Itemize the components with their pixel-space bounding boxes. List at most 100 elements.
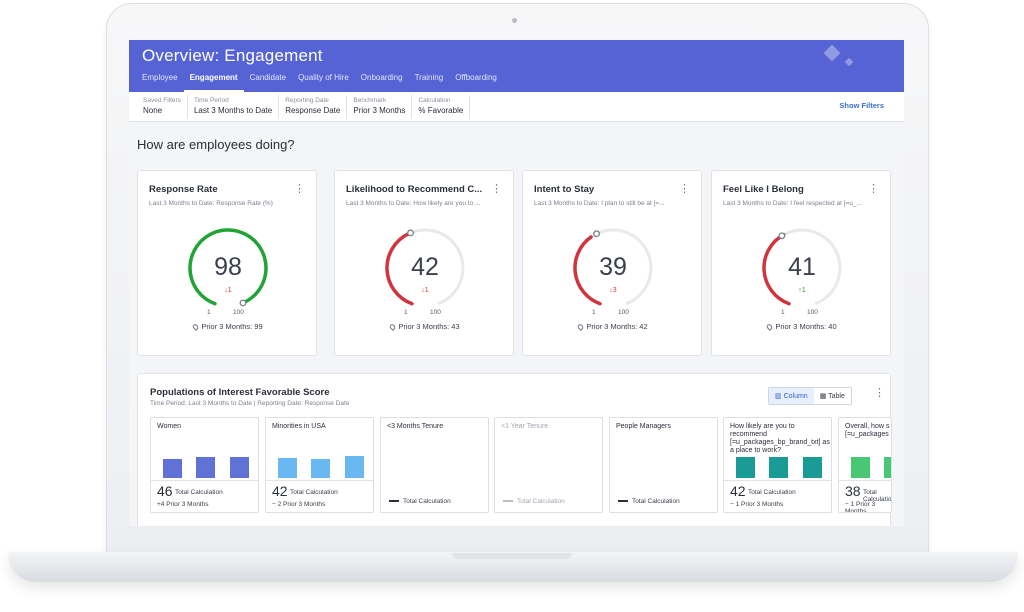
more-options-icon[interactable]: ⋮ [294, 183, 305, 195]
prior-period: Prior 3 Months: 42 [523, 322, 703, 331]
population-bars [610, 452, 717, 478]
kpi-subtitle: Last 3 Months to Date: Response Rate (%) [149, 200, 273, 207]
kpi-card: Intent to Stay ⋮ Last 3 Months to Date: I … [522, 170, 702, 356]
population-name: <1 Year Tenure [501, 423, 549, 430]
population-card[interactable]: <1 Year Tenure Total Calculation [494, 417, 603, 513]
population-card[interactable]: Women 46 Total Calculation +4 Prior 3 Month… [150, 417, 259, 513]
divider [266, 480, 373, 481]
column-view-button[interactable]: ▥ Column [769, 388, 814, 404]
population-card[interactable]: People Managers Total Calculation [609, 417, 718, 513]
location-pin-icon [765, 323, 774, 331]
bar [803, 457, 822, 478]
population-delta: − 1 Prior 3 Months [845, 501, 876, 513]
tab-training[interactable]: Training [414, 73, 444, 82]
camera-dot [512, 18, 517, 23]
decorative-diamond [844, 57, 854, 67]
kpi-card: Likelihood to Recommend C... ⋮ Last 3 Mont… [334, 170, 514, 356]
more-options-icon[interactable]: ⋮ [868, 183, 879, 195]
population-bars [495, 452, 602, 478]
tab-engagement[interactable]: Engagement [183, 72, 244, 92]
filter-label: Calculation [418, 97, 451, 104]
bar [851, 457, 870, 478]
kpi-subtitle: Last 3 Months to Date: I feel respected … [723, 200, 862, 207]
population-bars [151, 452, 258, 478]
population-name: Overall, how s with your expe [=u_packag… [845, 423, 891, 438]
more-options-icon[interactable]: ⋮ [679, 183, 690, 195]
table-icon: ▦ [819, 393, 829, 400]
population-card[interactable]: Overall, how s with your expe [=u_packag… [838, 417, 892, 513]
bar [736, 457, 755, 478]
population-name: <3 Months Tenure [387, 423, 444, 430]
gauge-chart [762, 228, 842, 306]
kpi-delta: ↓3 [609, 287, 617, 294]
more-options-icon[interactable]: ⋮ [491, 183, 502, 195]
population-name: Minorities in USA [272, 423, 326, 430]
no-data-dash [618, 500, 628, 502]
filter-calculation[interactable]: Calculation % Favorable [412, 95, 471, 119]
populations-panel: Populations of Interest Favorable Score … [137, 373, 892, 526]
population-value: 42 [272, 483, 288, 499]
benchmark-marker [239, 299, 247, 307]
app-screen: Overview: Engagement Employee Engagement C… [129, 40, 904, 526]
gauge-fill [385, 231, 414, 306]
gauge-chart [188, 228, 268, 307]
no-data-dash [503, 500, 513, 502]
kpi-value: 98 [214, 253, 242, 281]
show-filters-button[interactable]: Show Filters [839, 101, 884, 110]
population-delta: +4 Prior 3 Months [157, 501, 209, 508]
population-card[interactable]: Minorities in USA 42 Total Calculation − 2 … [265, 417, 374, 513]
population-value: 46 [157, 483, 173, 499]
population-value: 42 [730, 483, 746, 499]
filter-value: Prior 3 Months [353, 106, 406, 115]
calculation-label: Total Calculation [290, 489, 338, 496]
population-card[interactable]: How likely are you to recommend [=u_pack… [723, 417, 832, 513]
populations-title: Populations of Interest Favorable Score [150, 387, 330, 398]
kpi-title: Feel Like I Belong [723, 184, 804, 195]
prior-period: Prior 3 Months: 40 [712, 322, 892, 331]
decorative-diamond [823, 44, 841, 62]
gauge-fill [188, 228, 268, 306]
population-name: Women [157, 423, 181, 430]
kpi-card: Response Rate ⋮ Last 3 Months to Date: Res… [137, 170, 317, 356]
prior-text: Prior 3 Months: 43 [398, 322, 460, 331]
benchmark-marker [407, 229, 414, 237]
tab-offboarding[interactable]: Offboarding [455, 73, 497, 82]
population-bars [381, 452, 488, 478]
bar [196, 457, 215, 478]
filter-label: Benchmark [353, 97, 387, 104]
population-name: How likely are you to recommend [=u_pack… [730, 423, 830, 454]
divider [839, 480, 891, 481]
tab-candidate[interactable]: Candidate [249, 73, 287, 82]
population-delta: − 1 Prior 3 Months [730, 501, 784, 508]
populations-menu-icon[interactable]: ⋮ [874, 387, 885, 399]
tab-employee[interactable]: Employee [142, 73, 178, 82]
divider [151, 480, 258, 481]
table-view-button[interactable]: ▦ Table [819, 393, 845, 400]
calculation-label: Total Calculation [863, 489, 892, 503]
bar [311, 459, 330, 478]
filter-time-period[interactable]: Time Period Last 3 Months to Date [188, 95, 280, 119]
tab-onboarding[interactable]: Onboarding [360, 73, 403, 82]
gauge-min-label: 1 [207, 309, 211, 316]
kpi-title: Intent to Stay [534, 184, 595, 195]
filter-value: % Favorable [418, 106, 464, 115]
filter-value: None [143, 106, 163, 115]
kpi-delta: ↓1 [421, 287, 429, 294]
gauge-max-label: 100 [233, 309, 244, 316]
column-chart-icon: ▥ [775, 393, 784, 400]
population-value: 38 [845, 483, 861, 499]
calculation-label: Total Calculation [748, 489, 796, 496]
laptop-notch [452, 553, 572, 559]
tab-quality-of-hire[interactable]: Quality of Hire [298, 73, 349, 82]
section-title: How are employees doing? [137, 137, 295, 152]
page-header: Overview: Engagement Employee Engagement C… [129, 40, 904, 92]
filter-label: Reporting Date [285, 97, 329, 104]
gauge-fill [573, 235, 602, 306]
filter-label: Saved Filters [143, 97, 181, 104]
filter-reporting-date[interactable]: Reporting Date Response Date [279, 95, 348, 119]
filter-benchmark[interactable]: Benchmark Prior 3 Months [347, 95, 413, 119]
kpi-delta: ↓1 [224, 287, 232, 294]
population-card[interactable]: <3 Months Tenure Total Calculation [380, 417, 489, 513]
prior-text: Prior 3 Months: 40 [775, 322, 837, 331]
